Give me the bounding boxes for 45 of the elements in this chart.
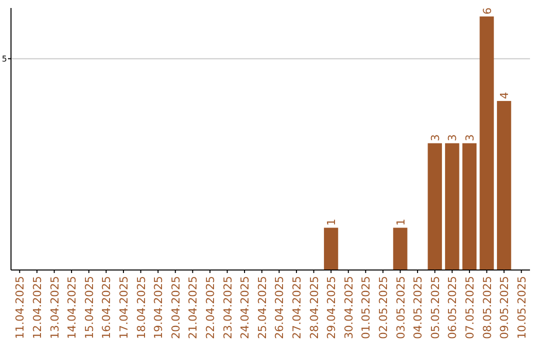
x-tick-label: 10.05.2025 (515, 276, 528, 339)
x-tick-label: 21.04.2025 (186, 276, 200, 339)
bar (393, 228, 408, 270)
x-tick-label: 15.04.2025 (82, 276, 96, 339)
x-tick-label: 03.05.2025 (394, 276, 408, 339)
x-tick-label: 30.04.2025 (342, 276, 356, 339)
bar (428, 143, 442, 270)
x-tick-label: 24.04.2025 (238, 276, 252, 339)
x-tick-label: 14.04.2025 (66, 276, 79, 339)
bar (324, 228, 338, 270)
x-tick-label: 12.04.2025 (30, 276, 44, 339)
x-tick-label: 06.05.2025 (446, 276, 460, 339)
x-tick-label: 25.04.2025 (256, 276, 269, 339)
x-tick-label: 26.04.2025 (273, 276, 286, 339)
x-tick-label: 05.05.2025 (428, 276, 442, 339)
x-tick-label: 04.05.2025 (412, 276, 425, 339)
x-tick-label: 20.04.2025 (169, 276, 182, 339)
x-tick-label: 01.05.2025 (360, 276, 373, 339)
x-tick-label: 08.05.2025 (480, 276, 494, 339)
x-tick-label: 13.04.2025 (48, 276, 62, 339)
data-label: 6 (480, 7, 494, 14)
data-label: 1 (325, 218, 338, 226)
x-tick-label: 07.05.2025 (463, 276, 476, 339)
x-tick-label: 11.04.2025 (14, 276, 27, 339)
x-tick-label: 23.04.2025 (221, 276, 234, 339)
bar (480, 16, 494, 270)
x-tick-label: 29.04.2025 (325, 276, 338, 339)
bar (462, 143, 477, 270)
x-tick-label: 02.05.2025 (376, 276, 390, 339)
x-tick-label: 27.04.2025 (290, 276, 304, 339)
x-tick-label: 22.04.2025 (204, 276, 217, 339)
data-label: 1 (394, 218, 408, 226)
x-tick-label: 09.05.2025 (498, 276, 512, 339)
data-label: 3 (428, 134, 442, 142)
x-tick-label: 17.04.2025 (117, 276, 130, 339)
data-label: 4 (498, 92, 512, 99)
bar (445, 143, 460, 270)
data-label: 3 (463, 134, 476, 142)
x-tick-label: 19.04.2025 (152, 276, 166, 339)
y-tick-label: 5 (2, 54, 7, 64)
bar (496, 100, 512, 270)
data-label: 3 (446, 134, 460, 142)
x-tick-label: 18.04.2025 (134, 276, 148, 339)
x-tick-label: 16.04.2025 (100, 276, 114, 339)
x-tick-label: 28.04.2025 (308, 276, 321, 339)
